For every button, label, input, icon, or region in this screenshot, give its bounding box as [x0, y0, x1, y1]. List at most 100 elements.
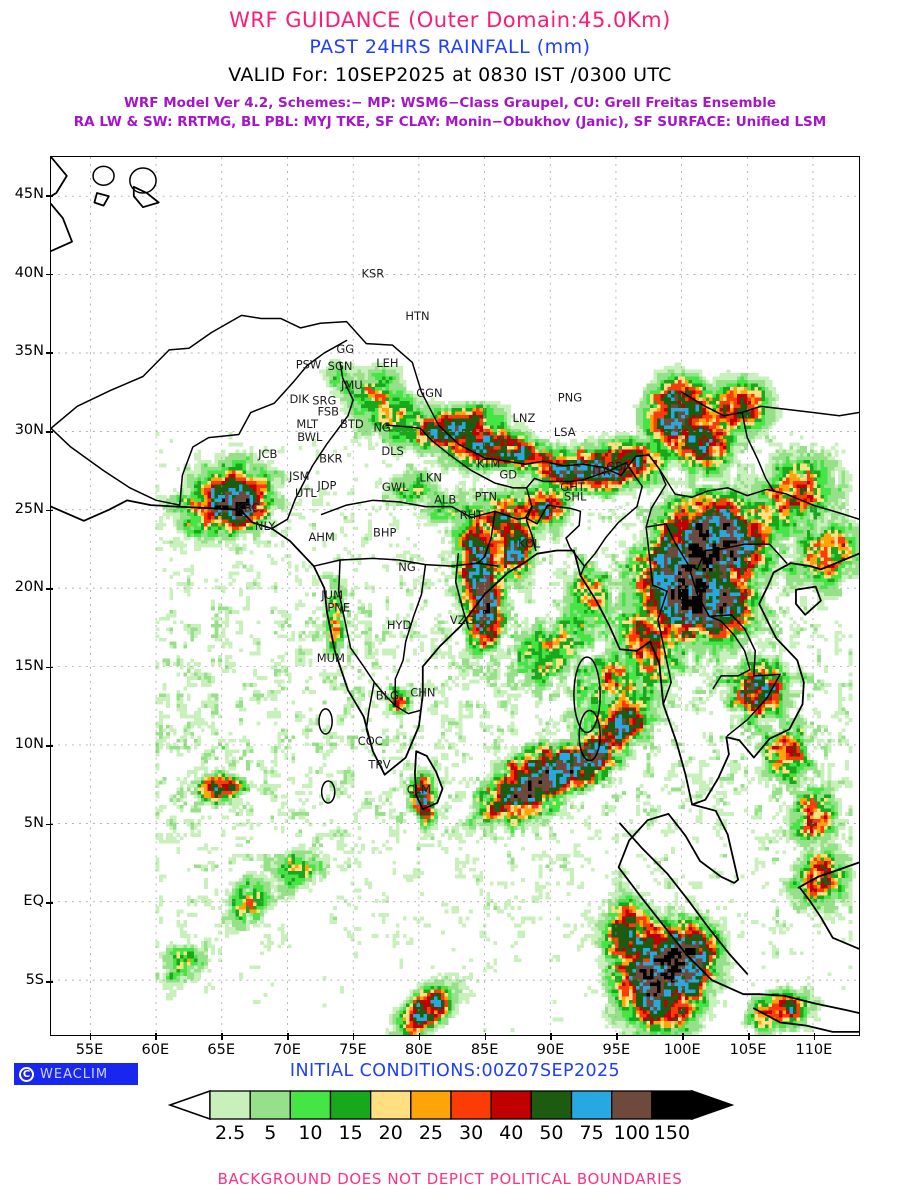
station-label-psw: PSW — [296, 358, 322, 372]
station-label-srg: SRG — [312, 394, 336, 408]
colorbar-tick-150: 150 — [653, 1122, 691, 1144]
station-label-alb: ALB — [434, 492, 456, 506]
disclaimer-text: BACKGROUND DOES NOT DEPICT POLITICAL BOU… — [217, 1170, 683, 1188]
lat-tick-15n: 15N — [14, 657, 44, 674]
colorbar-band-10 — [289, 1090, 332, 1120]
colorbar-band-20 — [370, 1090, 412, 1120]
lat-tick-mark — [46, 352, 53, 354]
colorbar-tick-100: 100 — [613, 1122, 650, 1144]
colorbar-tick-50: 50 — [539, 1122, 564, 1144]
map-canvas[interactable]: KSR HTN GG PSW SGN LEH GGN DIK SRG JMU FSB PNG LNZ ML… — [50, 156, 860, 1036]
lat-tick-mark — [46, 509, 53, 512]
station-label-jcb: JCB — [257, 447, 277, 461]
lat-tick-mark — [46, 195, 53, 197]
station-label-jmu: JMU — [340, 378, 363, 392]
colorbar-band-2.5 — [209, 1090, 251, 1120]
station-label-bwl: BWL — [297, 430, 323, 444]
station-label-ght: GHT — [560, 480, 586, 494]
lon-tick-75e: 75E — [339, 1042, 367, 1058]
lat-tick-mark — [46, 902, 53, 904]
station-label-rht: RHT — [460, 508, 485, 522]
lon-tick-mark — [616, 1033, 618, 1040]
lon-tick-60e: 60E — [141, 1042, 170, 1058]
rainfall-field — [155, 359, 859, 1035]
station-label-chn: CHN — [410, 685, 435, 699]
station-label-coc: COC — [358, 734, 383, 748]
coastlines-and-boundaries — [51, 157, 859, 1033]
lon-tick-mark — [550, 1033, 552, 1040]
station-label-mum: MUM — [317, 651, 345, 665]
station-label-dik: DIK — [289, 392, 309, 406]
station-label-ng2: NG — [398, 560, 415, 574]
colorbar-tick-20: 20 — [378, 1122, 403, 1144]
colorbar-tick-15: 15 — [338, 1122, 363, 1144]
lat-tick-mark — [46, 823, 53, 826]
lat-tick-25n: 25N — [14, 500, 44, 517]
colorbar-band-50 — [530, 1090, 573, 1120]
station-label-gba: GBA — [606, 460, 631, 474]
station-label-fsb: FSB — [317, 405, 339, 419]
page-title: WRF GUIDANCE (Outer Domain:45.0Km) — [229, 8, 671, 32]
station-label-kol: KOL — [518, 536, 541, 550]
station-label-ahm: AHM — [308, 530, 334, 544]
colorbar-band-5 — [249, 1090, 291, 1120]
lon-tick-70e: 70E — [273, 1042, 301, 1058]
station-label-hyd: HYD — [387, 618, 412, 632]
colorbar-tick-75: 75 — [579, 1122, 604, 1144]
lat-tick-30n: 30N — [14, 422, 44, 438]
graticule — [51, 157, 859, 1035]
colorbar-band-75 — [570, 1090, 613, 1120]
station-label-bkr: BKR — [319, 452, 342, 466]
lat-tick-40n: 40N — [14, 264, 44, 281]
lon-tick-mark — [221, 1033, 223, 1040]
lon-tick-105e: 105E — [729, 1042, 767, 1058]
colorbar-band-40 — [490, 1090, 532, 1120]
scheme-line-1: WRF Model Ver 4.2, Schemes:− MP: WSM6−Cl… — [124, 95, 776, 111]
station-label-vzg: VZG — [450, 613, 475, 627]
station-label-trv: TRV — [367, 757, 390, 771]
lon-tick-85e: 85E — [470, 1042, 499, 1058]
chart-header: WRF GUIDANCE (Outer Domain:45.0Km) PAST … — [0, 0, 900, 130]
station-label-gd: GD — [499, 467, 517, 481]
station-label-htn: HTN — [405, 309, 429, 323]
colorbar-band-100 — [611, 1090, 653, 1120]
station-label-btd: BTD — [340, 417, 364, 431]
weaclim-label: WEACLIM — [40, 1066, 109, 1082]
lat-tick-35n: 35N — [14, 343, 44, 360]
station-label-lsa: LSA — [554, 425, 576, 439]
lon-tick-mark — [155, 1033, 157, 1040]
station-label-clm: CLM — [407, 783, 431, 797]
colorbar-band-25 — [410, 1090, 452, 1120]
lat-tick-mark — [46, 431, 53, 433]
lon-tick-mark — [352, 1033, 355, 1040]
station-label-ptn: PTN — [475, 489, 498, 503]
station-label-utl: UTL — [295, 486, 317, 500]
station-label-mlt: MLT — [296, 417, 319, 431]
station-label-png: PNG — [558, 391, 582, 405]
weaclim-logo: C WEACLIM — [14, 1063, 138, 1085]
station-label-pne: PNE — [327, 601, 350, 615]
station-label-gwl: GWL — [382, 480, 409, 494]
station-label-jdp: JDP — [316, 478, 336, 492]
colorbar — [168, 1089, 734, 1121]
lon-tick-mark — [89, 1033, 91, 1040]
lat-tick-20n: 20N — [14, 579, 44, 596]
lat-tick-5n: 5N — [23, 814, 44, 831]
page-subtitle: PAST 24HRS RAINFALL (mm) — [309, 36, 591, 58]
scheme-line-2: RA LW & SW: RRTMG, BL PBL: MYJ TKE, SF C… — [73, 114, 827, 130]
lat-tick-10n: 10N — [14, 736, 44, 753]
station-label-ng: NG — [373, 420, 390, 434]
station-label-lnz: LNZ — [513, 411, 536, 425]
lon-tick-95e: 95E — [602, 1042, 631, 1058]
colorbar-under-arrow — [168, 1089, 211, 1121]
station-label-dls: DLS — [381, 444, 404, 458]
station-label-sgn: SGN — [328, 359, 353, 373]
lon-tick-mark — [287, 1033, 289, 1040]
lon-tick-80e: 80E — [404, 1042, 433, 1058]
colorbar-band-15 — [329, 1090, 372, 1120]
station-label-gg: GG — [336, 342, 354, 356]
lat-tick-45n: 45N — [14, 186, 44, 203]
lat-tick-mark — [46, 745, 53, 747]
lon-tick-90e: 90E — [536, 1042, 565, 1058]
